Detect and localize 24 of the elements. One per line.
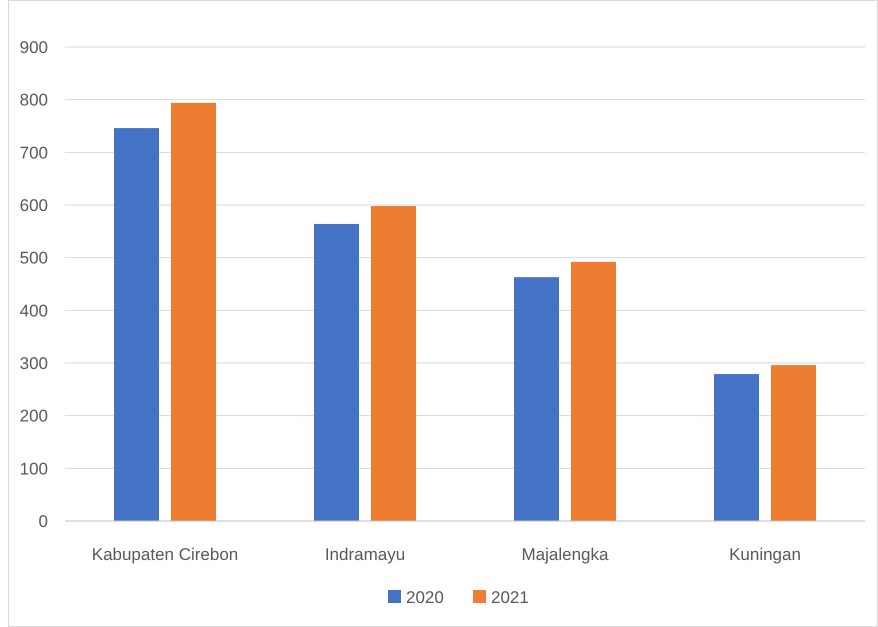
- bar: [771, 365, 816, 521]
- y-tick-label: 200: [20, 406, 48, 426]
- bar: [114, 128, 159, 521]
- y-tick-label: 100: [20, 459, 48, 478]
- y-tick-label: 700: [20, 143, 48, 162]
- bar: [171, 102, 216, 521]
- x-tick-label: Kuningan: [729, 545, 801, 564]
- x-tick-label: Indramayu: [324, 545, 406, 564]
- bar: [571, 262, 616, 521]
- x-tick-label: Kabupaten Cirebon: [92, 545, 238, 564]
- x-tick-label: Majalengka: [522, 545, 610, 564]
- y-tick-label: 600: [20, 196, 48, 215]
- legend-label: 2020: [406, 588, 444, 607]
- y-tick-label: 900: [20, 38, 48, 57]
- bar: [371, 206, 416, 521]
- bar: [314, 224, 359, 521]
- bar: [514, 277, 559, 521]
- y-tick-label: 500: [20, 248, 48, 268]
- bar: [714, 374, 759, 521]
- y-tick-label: 800: [20, 90, 48, 110]
- legend-label: 2021: [491, 588, 529, 607]
- y-tick-label: 300: [20, 354, 48, 373]
- y-tick-label: 400: [20, 301, 48, 320]
- y-tick-label: 0: [38, 512, 48, 531]
